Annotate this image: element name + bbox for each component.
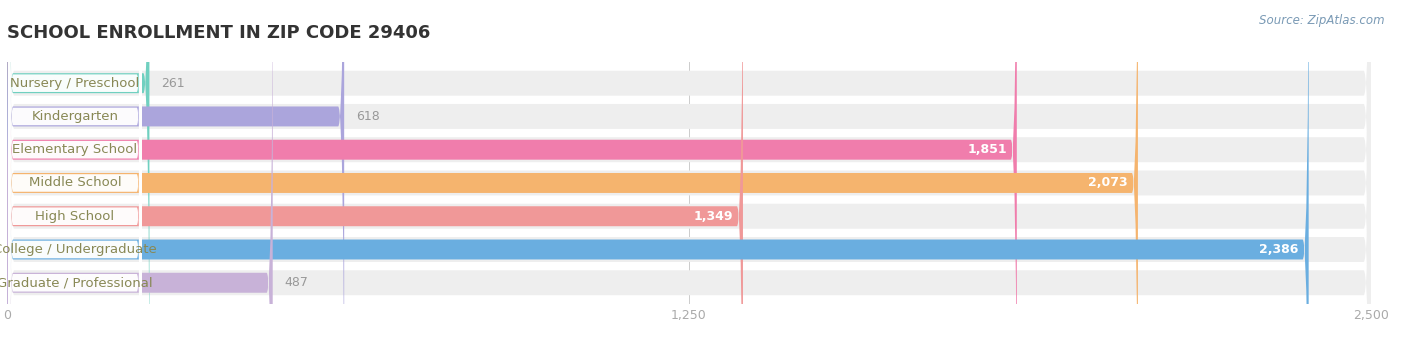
- FancyBboxPatch shape: [7, 0, 1137, 342]
- FancyBboxPatch shape: [7, 0, 1017, 342]
- Text: SCHOOL ENROLLMENT IN ZIP CODE 29406: SCHOOL ENROLLMENT IN ZIP CODE 29406: [7, 24, 430, 42]
- Text: High School: High School: [35, 210, 114, 223]
- FancyBboxPatch shape: [7, 0, 1309, 342]
- Text: 1,851: 1,851: [967, 143, 1007, 156]
- Text: Nursery / Preschool: Nursery / Preschool: [10, 77, 139, 90]
- FancyBboxPatch shape: [7, 0, 1371, 342]
- FancyBboxPatch shape: [8, 0, 142, 342]
- Text: 487: 487: [284, 276, 308, 289]
- Text: 2,073: 2,073: [1088, 176, 1128, 189]
- FancyBboxPatch shape: [8, 0, 142, 342]
- Text: Kindergarten: Kindergarten: [31, 110, 118, 123]
- Text: Elementary School: Elementary School: [13, 143, 138, 156]
- FancyBboxPatch shape: [7, 0, 1371, 342]
- FancyBboxPatch shape: [7, 0, 742, 342]
- FancyBboxPatch shape: [7, 0, 1371, 342]
- FancyBboxPatch shape: [7, 0, 344, 342]
- Text: Source: ZipAtlas.com: Source: ZipAtlas.com: [1260, 14, 1385, 27]
- FancyBboxPatch shape: [8, 0, 142, 342]
- Text: College / Undergraduate: College / Undergraduate: [0, 243, 157, 256]
- FancyBboxPatch shape: [8, 0, 142, 342]
- FancyBboxPatch shape: [7, 0, 273, 342]
- FancyBboxPatch shape: [7, 0, 1371, 342]
- Text: Graduate / Professional: Graduate / Professional: [0, 276, 153, 289]
- FancyBboxPatch shape: [7, 0, 1371, 342]
- FancyBboxPatch shape: [7, 0, 1371, 342]
- Text: 618: 618: [356, 110, 380, 123]
- FancyBboxPatch shape: [7, 0, 149, 342]
- Text: 1,349: 1,349: [693, 210, 733, 223]
- FancyBboxPatch shape: [7, 0, 1371, 342]
- FancyBboxPatch shape: [8, 0, 142, 342]
- Text: 2,386: 2,386: [1260, 243, 1299, 256]
- Text: 261: 261: [162, 77, 186, 90]
- Text: Middle School: Middle School: [28, 176, 121, 189]
- FancyBboxPatch shape: [8, 0, 142, 342]
- FancyBboxPatch shape: [8, 0, 142, 342]
